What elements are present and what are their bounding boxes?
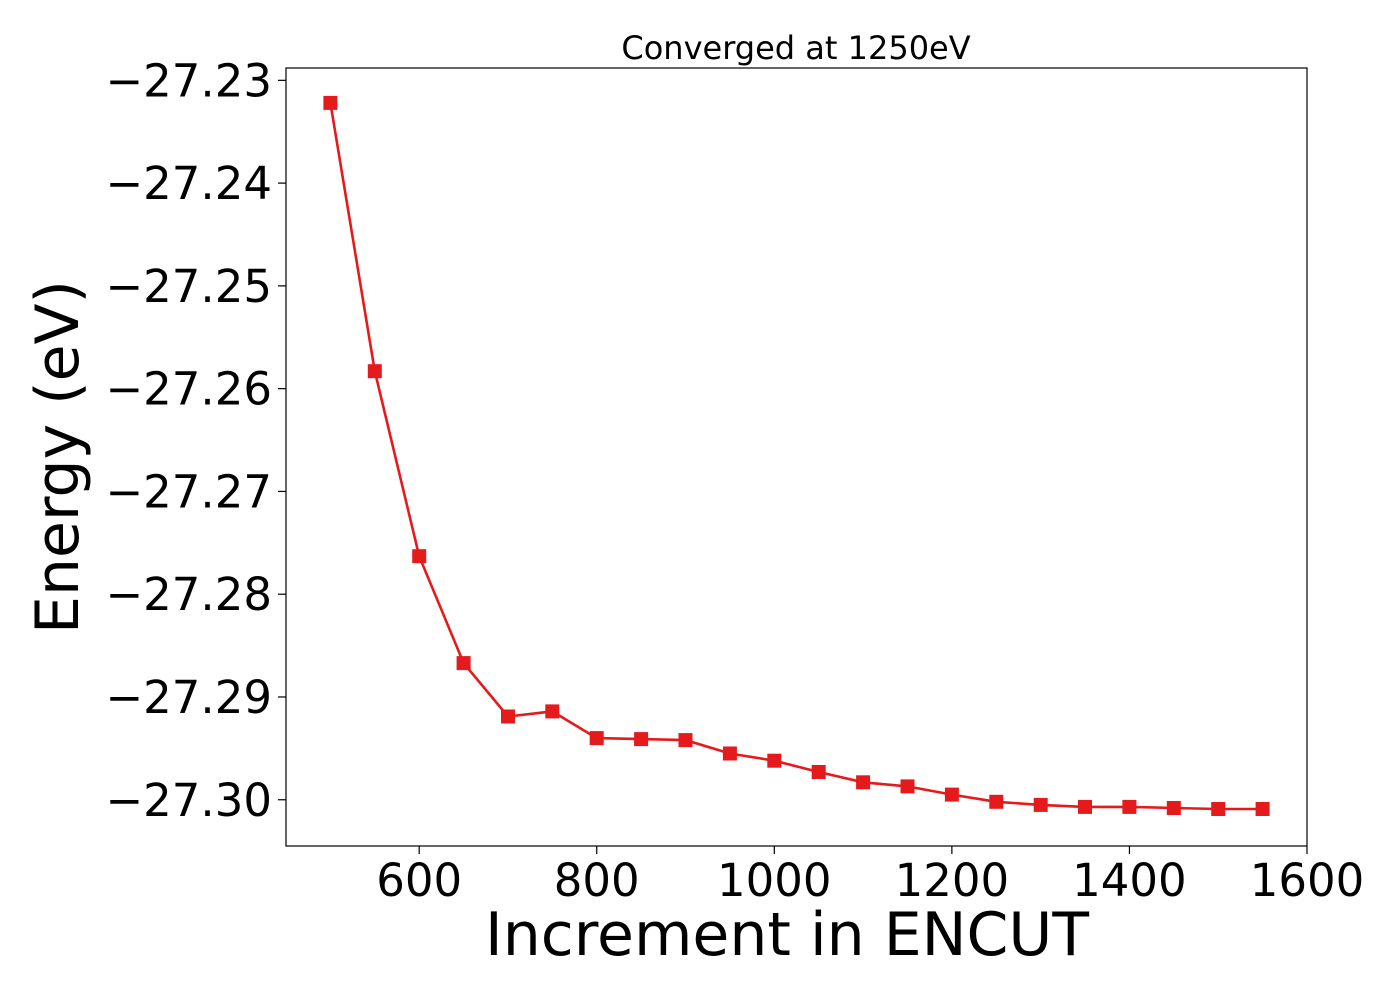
x-tick-label: 1400 bbox=[1072, 854, 1187, 907]
x-tick-label: 1000 bbox=[717, 854, 832, 907]
data-point-marker bbox=[944, 787, 959, 802]
y-tick-label: −27.23 bbox=[105, 54, 272, 107]
data-point-marker bbox=[1033, 797, 1048, 812]
y-tick-label: −27.29 bbox=[105, 671, 272, 724]
data-point-marker bbox=[545, 704, 560, 719]
data-point-marker bbox=[1122, 799, 1137, 814]
x-tick-label: 600 bbox=[376, 854, 462, 907]
data-point-marker bbox=[722, 746, 737, 761]
x-tick-label: 1600 bbox=[1250, 854, 1365, 907]
data-point-marker bbox=[856, 775, 871, 790]
data-point-marker bbox=[589, 731, 604, 746]
series-line bbox=[329, 102, 1263, 811]
data-point-marker bbox=[767, 753, 782, 768]
data-point-marker bbox=[989, 794, 1004, 809]
data-point-marker bbox=[1078, 799, 1092, 814]
y-axis-label: Energy (eV) bbox=[23, 280, 93, 634]
data-point-marker bbox=[1255, 802, 1270, 816]
plot-frame bbox=[285, 67, 1308, 847]
x-tick-label: 800 bbox=[554, 854, 640, 907]
x-axis: 600 800 1000 1200 1400 1600 bbox=[376, 846, 1364, 907]
data-point-marker bbox=[900, 779, 915, 794]
y-tick-label: −27.30 bbox=[105, 774, 272, 827]
data-point-marker bbox=[634, 732, 649, 747]
data-point-marker bbox=[456, 656, 471, 671]
data-point-marker bbox=[678, 733, 693, 748]
y-tick-label: −27.25 bbox=[105, 260, 272, 313]
data-point-marker bbox=[501, 709, 515, 724]
chart-title: Converged at 1250eV bbox=[621, 29, 970, 67]
y-tick-label: −27.28 bbox=[105, 568, 272, 621]
plot-area bbox=[323, 95, 1270, 816]
y-axis: −27.23 −27.24 −27.25 −27.26 −27.27 −27.28 −27.… bbox=[105, 54, 286, 827]
data-point-marker bbox=[811, 765, 826, 779]
y-tick-label: −27.26 bbox=[105, 363, 272, 416]
data-point-marker bbox=[412, 549, 427, 564]
y-tick-label: −27.24 bbox=[105, 157, 272, 210]
y-tick-label: −27.27 bbox=[105, 465, 272, 518]
data-point-marker bbox=[323, 95, 338, 110]
x-axis-label: Increment in ENCUT bbox=[485, 900, 1089, 970]
x-tick-label: 1200 bbox=[895, 854, 1010, 907]
data-point-marker bbox=[1211, 802, 1226, 816]
data-point-marker bbox=[367, 364, 382, 379]
data-point-marker bbox=[1166, 801, 1181, 815]
